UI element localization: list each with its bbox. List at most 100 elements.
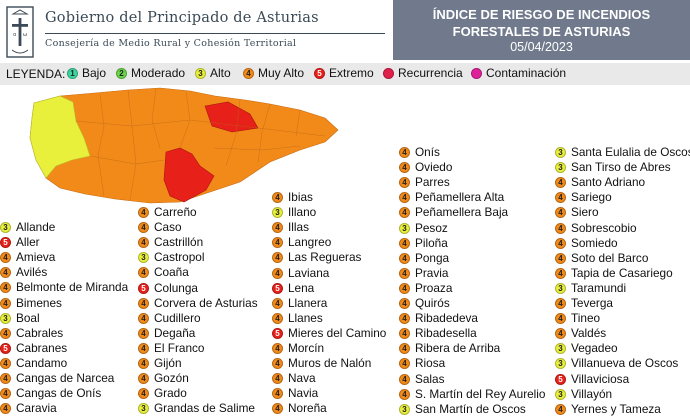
legend-label: Extremo — [329, 66, 374, 80]
municipality-item: 4 Caravia — [0, 401, 57, 416]
municipality-name: Ribera de Arriba — [415, 341, 501, 356]
municipality-item: 4 Ribadedeva — [399, 311, 478, 326]
risk-level-badge: 4 — [555, 222, 566, 234]
municipality-item: 4 Noreña — [272, 401, 327, 416]
risk-level-badge: 4 — [272, 222, 283, 234]
municipality-item: 4 Nava — [272, 371, 316, 386]
municipality-item: 4 Yernes y Tameza — [555, 402, 661, 417]
municipality-item: 4 Castrillón — [138, 235, 203, 250]
legend-label: Alto — [210, 66, 231, 80]
municipality-name: Colunga — [154, 280, 198, 295]
municipality-name: San Martín de Oscos — [415, 401, 526, 416]
municipality-name: Gozón — [154, 371, 189, 386]
risk-level-badge: 4 — [272, 192, 283, 203]
municipality-item: 5 Lena — [272, 281, 314, 296]
municipality-item: 4 Corvera de Asturias — [138, 296, 258, 311]
municipality-name: Ponga — [415, 250, 450, 265]
municipality-name: Quirós — [415, 296, 450, 310]
municipality-name: Caravia — [16, 401, 57, 416]
municipality-item: 5 Villaviciosa — [555, 372, 629, 387]
municipality-item: 4 Sobrescobio — [555, 221, 637, 236]
risk-level-badge: 4 — [555, 177, 566, 189]
municipality-item: 4 Piloña — [399, 236, 448, 251]
municipality-name: Gijón — [154, 356, 182, 370]
risk-level-badge: 4 — [272, 312, 283, 324]
municipality-item: 4 Carreño — [138, 205, 197, 220]
risk-level-badge: 4 — [0, 282, 11, 294]
legend-item-contaminacion: Contaminación — [471, 66, 566, 80]
municipality-item: 4 Peñamellera Baja — [399, 205, 508, 220]
municipality-name: Oviedo — [415, 160, 453, 175]
risk-level-badge: 4 — [399, 252, 410, 264]
svg-text:α: α — [13, 32, 17, 38]
risk-level-badge: 4 — [0, 403, 11, 415]
municipality-item: 3 Vegadeo — [555, 341, 618, 356]
municipality-item: 3 Santa Eulalia de Oscos — [555, 145, 690, 160]
risk-level-badge: 3 — [272, 207, 283, 219]
risk-level-badge: 4 — [555, 328, 566, 340]
risk-level-badge: 4 — [138, 373, 149, 385]
municipality-name: Illas — [288, 220, 309, 235]
risk-level-badge: 5 — [0, 237, 11, 249]
legend-label: Moderado — [131, 66, 186, 80]
municipality-item: 4 Belmonte de Miranda — [0, 280, 128, 295]
municipality-item: 3 Castropol — [138, 250, 205, 265]
risk-level-badge: 3 — [0, 222, 11, 233]
map-region-extremo-centro — [163, 147, 215, 203]
municipality-name: Ibias — [288, 190, 313, 204]
municipality-item: 4 Valdés — [555, 326, 606, 341]
legend-badge: 2 — [116, 67, 127, 79]
risk-level-badge: 4 — [0, 357, 11, 369]
municipality-item: 4 Parres — [399, 175, 450, 190]
risk-level-badge: 4 — [0, 252, 11, 264]
municipality-name: Bimenes — [16, 295, 62, 310]
municipality-item: 4 Proaza — [399, 281, 452, 296]
municipality-name: Las Regueras — [288, 250, 362, 265]
municipality-item: 4 Cudillero — [138, 311, 201, 326]
legend-title: LEYENDA: — [6, 67, 66, 81]
risk-level-badge: 3 — [555, 147, 566, 158]
risk-level-badge: 4 — [138, 388, 149, 400]
municipality-name: Langreo — [288, 235, 332, 250]
municipality-item: 5 Aller — [0, 235, 40, 250]
municipality-name: Peñamellera Baja — [415, 205, 509, 220]
municipal-borders — [75, 88, 326, 201]
risk-level-badge: 4 — [555, 267, 566, 279]
risk-level-badge: 4 — [399, 177, 410, 189]
map-region-alto — [29, 95, 91, 179]
map-region-muy-alto — [29, 87, 339, 204]
municipality-name: Cabrales — [16, 325, 64, 340]
risk-level-badge: 4 — [138, 312, 149, 324]
municipality-name: Peñamellera Alta — [415, 190, 505, 205]
municipality-name: Corvera de Asturias — [154, 295, 258, 310]
municipality-item: 4 Langreo — [272, 235, 331, 250]
risk-level-badge: 4 — [0, 373, 11, 384]
municipality-name: Cangas de Narcea — [16, 371, 115, 385]
risk-level-badge: 4 — [0, 388, 11, 400]
municipality-name: Carreño — [154, 205, 197, 219]
risk-level-badge: 4 — [399, 343, 410, 355]
legend-badge — [383, 67, 394, 79]
risk-level-badge: 4 — [555, 252, 566, 264]
risk-level-badge: 4 — [555, 237, 566, 249]
municipality-item: 4 Las Regueras — [272, 250, 361, 265]
municipality-name: San Tirso de Abres — [571, 160, 671, 175]
risk-level-badge: 5 — [138, 282, 149, 294]
legend-item-recurrencia: Recurrencia — [383, 66, 463, 80]
risk-level-badge: 3 — [555, 388, 566, 400]
municipality-item: 3 Pesoz — [399, 221, 448, 236]
legend-item-bajo: 1 Bajo — [67, 66, 106, 80]
legend-label: Muy Alto — [258, 66, 305, 80]
municipality-name: Avilés — [16, 265, 48, 280]
municipality-item: 3 San Tirso de Abres — [555, 160, 671, 175]
risk-level-badge: 4 — [399, 298, 410, 309]
municipality-item: 4 S. Martín del Rey Aurelio — [399, 387, 545, 402]
legend-label: Contaminación — [486, 66, 567, 80]
municipality-name: Riosa — [415, 356, 446, 371]
risk-level-badge: 3 — [399, 403, 410, 415]
municipality-name: Castrillón — [154, 235, 204, 250]
risk-level-badge: 3 — [555, 162, 566, 174]
risk-level-badge: 4 — [0, 297, 11, 309]
municipality-item: 4 Cangas de Narcea — [0, 371, 114, 386]
municipality-name: Soto del Barco — [571, 250, 649, 265]
